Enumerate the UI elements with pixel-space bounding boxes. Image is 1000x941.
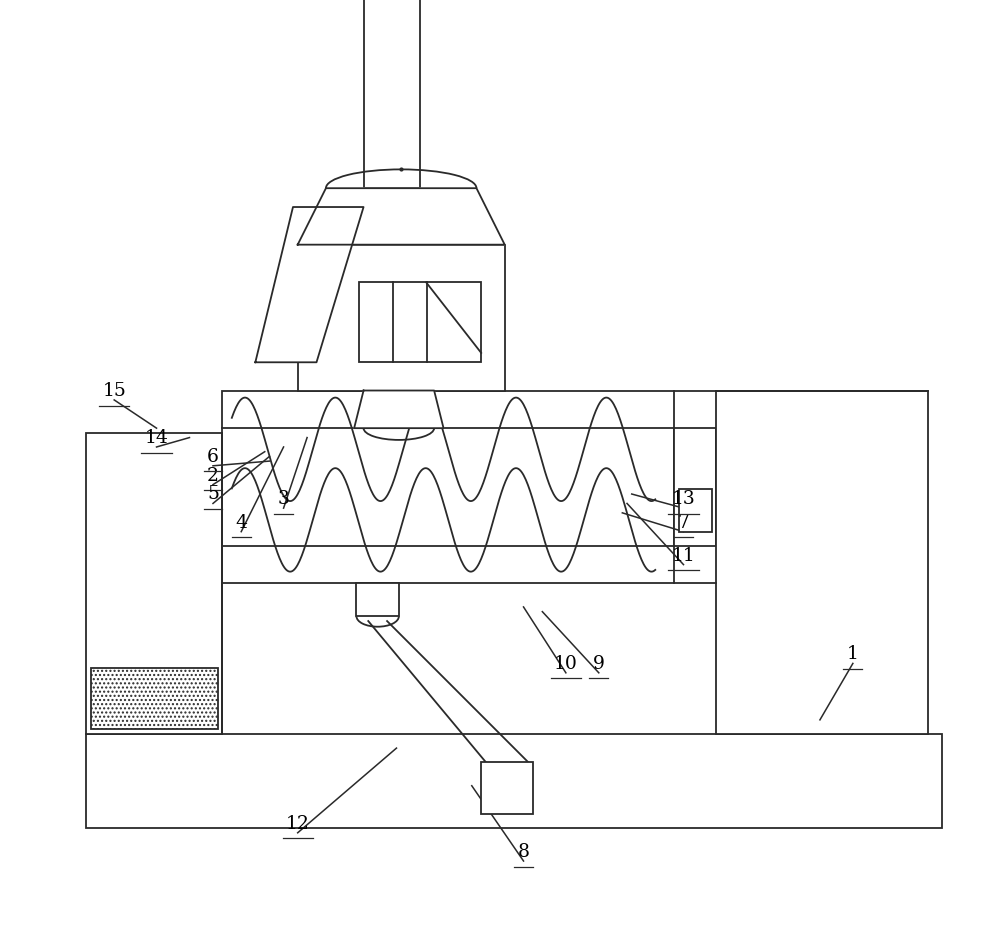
- Text: 6: 6: [207, 448, 219, 466]
- Text: 12: 12: [286, 815, 310, 833]
- Polygon shape: [255, 207, 364, 362]
- Bar: [86, 734, 942, 828]
- Bar: [716, 391, 928, 734]
- Bar: [481, 762, 533, 814]
- Polygon shape: [354, 391, 444, 428]
- Bar: [298, 245, 505, 391]
- Text: 13: 13: [672, 490, 695, 508]
- Text: 5: 5: [207, 486, 219, 503]
- Text: 11: 11: [672, 547, 695, 565]
- Text: 8: 8: [518, 843, 530, 861]
- Polygon shape: [298, 188, 505, 245]
- Bar: [222, 391, 674, 583]
- Text: 10: 10: [554, 655, 578, 673]
- Text: 4: 4: [235, 514, 247, 532]
- Bar: [356, 583, 399, 616]
- Bar: [674, 428, 716, 546]
- Text: 14: 14: [145, 429, 168, 447]
- Bar: [86, 433, 222, 734]
- Bar: [679, 489, 712, 532]
- Text: 15: 15: [102, 382, 126, 400]
- Bar: [91, 668, 218, 729]
- Text: 2: 2: [207, 467, 219, 485]
- Text: 1: 1: [847, 646, 859, 663]
- Text: 9: 9: [593, 655, 605, 673]
- Text: 7: 7: [677, 514, 689, 532]
- Bar: [364, 0, 420, 188]
- Text: 3: 3: [278, 490, 290, 508]
- Bar: [359, 282, 481, 362]
